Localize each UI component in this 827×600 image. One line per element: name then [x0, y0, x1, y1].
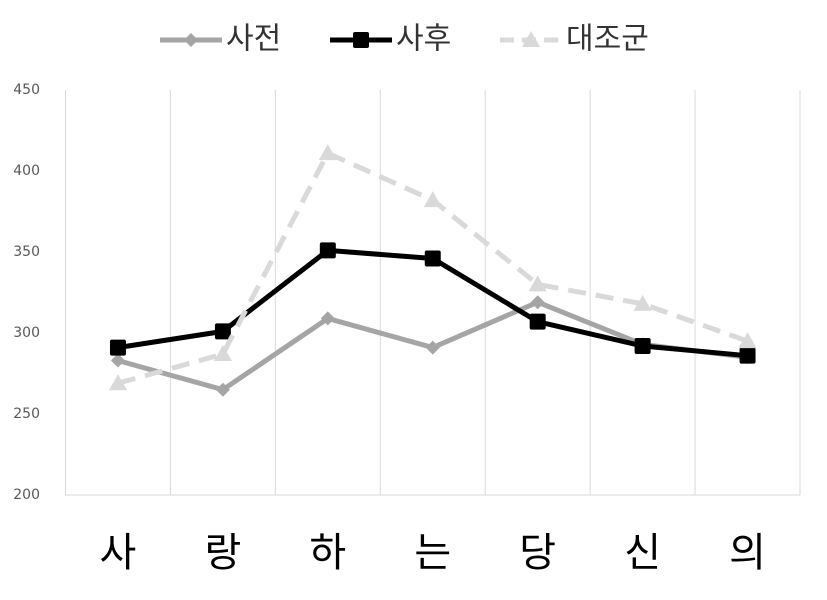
y-tick-label: 200 [13, 487, 40, 503]
marker [529, 313, 546, 330]
series [108, 144, 757, 391]
marker [319, 242, 336, 259]
y-tick-label: 400 [13, 163, 40, 179]
x-tick-label: 하 [309, 530, 346, 576]
marker [318, 144, 337, 161]
marker [528, 275, 547, 292]
legend-label: 대조군 [566, 22, 649, 57]
legend-item: 사전 [160, 22, 281, 57]
marker [633, 294, 652, 311]
y-tick-label: 250 [13, 406, 40, 422]
series [109, 242, 756, 364]
legend-item: 대조군 [500, 22, 649, 57]
x-tick-label: 신 [624, 530, 661, 576]
marker [423, 191, 442, 208]
marker [108, 374, 127, 391]
y-tick-label: 300 [13, 325, 40, 341]
marker [424, 250, 441, 267]
marker [530, 295, 545, 310]
marker [320, 311, 335, 326]
y-tick-label: 450 [13, 82, 40, 98]
marker [214, 323, 231, 340]
marker [738, 332, 757, 349]
marker [353, 32, 369, 48]
marker [739, 347, 756, 364]
marker [522, 31, 540, 47]
x-tick-label: 랑 [204, 530, 241, 576]
x-tick-label: 의 [729, 530, 766, 576]
legend-item: 사후 [330, 22, 451, 57]
y-tick-label: 350 [13, 244, 40, 260]
x-tick-label: 당 [519, 530, 556, 576]
marker [109, 339, 126, 356]
legend-label: 사후 [396, 22, 451, 57]
marker [425, 340, 440, 355]
x-tick-label: 는 [414, 530, 451, 576]
x-tick-label: 사 [100, 530, 137, 576]
marker [634, 337, 651, 354]
marker [110, 353, 125, 368]
marker [213, 345, 232, 362]
legend-label: 사전 [226, 22, 281, 57]
marker [215, 382, 230, 397]
marker [184, 33, 198, 47]
